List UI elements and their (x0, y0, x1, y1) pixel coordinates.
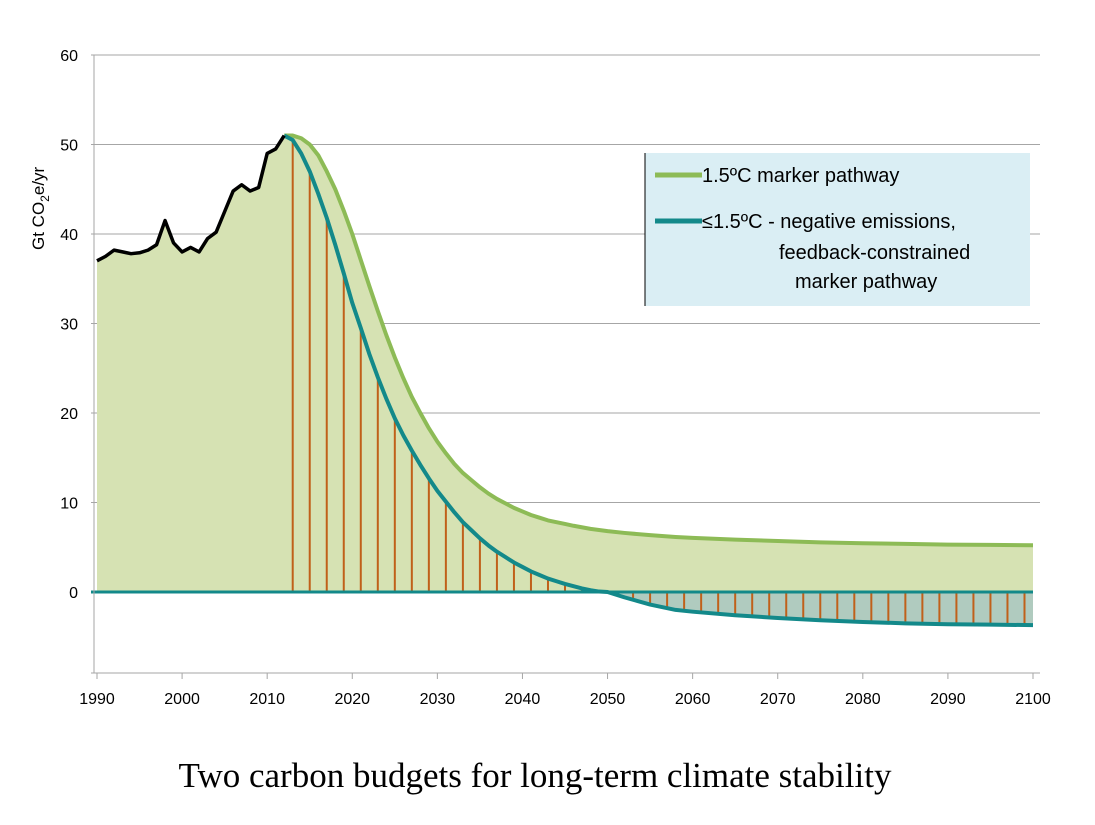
x-tick-label: 2060 (675, 691, 711, 708)
y-tick-label: 0 (69, 585, 78, 602)
y-axis-label: Gt CO2e/yr (29, 166, 52, 250)
historical-line (96, 134, 286, 263)
legend-label-negative-2: feedback-constrained (779, 242, 970, 264)
y-axis-label-sub: 2 (38, 195, 52, 202)
legend-label-negative-3: marker pathway (795, 271, 937, 293)
x-tick-label: 2090 (930, 691, 966, 708)
marker-pathway-area (97, 135, 1033, 593)
series-lines (91, 133, 1034, 628)
x-tick-label: 2070 (760, 691, 796, 708)
legend-label-negative-1: ≤1.5ºC - negative emissions, (702, 211, 956, 233)
x-tick-label: 2030 (420, 691, 456, 708)
legend-box (645, 153, 1030, 306)
x-tick-label: 2040 (505, 691, 541, 708)
x-tick-label: 2010 (249, 691, 285, 708)
x-tick-label: 2050 (590, 691, 626, 708)
x-tick-label: 2020 (334, 691, 370, 708)
chart-caption: Two carbon budgets for long-term climate… (178, 756, 892, 795)
y-tick-label: 60 (60, 48, 78, 65)
y-axis-label-main: Gt CO (29, 202, 48, 250)
y-tick-label: 10 (60, 496, 78, 513)
marker-pathway-line (284, 133, 1034, 548)
legend: 1.5ºC marker pathway ≤1.5ºC - negative e… (644, 153, 1030, 306)
x-tick-label: 2100 (1015, 691, 1051, 708)
x-tick-label: 2000 (164, 691, 200, 708)
bars-layer (291, 140, 1026, 626)
negative-pathway-line (283, 133, 1034, 628)
y-axis-label-unit: e/yr (29, 166, 48, 195)
y-tick-label: 30 (60, 317, 78, 334)
x-tick-label: 2080 (845, 691, 881, 708)
y-tick-label: 40 (60, 227, 78, 244)
x-tick-label: 1990 (79, 691, 115, 708)
legend-label-marker: 1.5ºC marker pathway (702, 165, 899, 187)
y-tick-label: 50 (60, 138, 78, 155)
y-tick-label: 20 (60, 406, 78, 423)
